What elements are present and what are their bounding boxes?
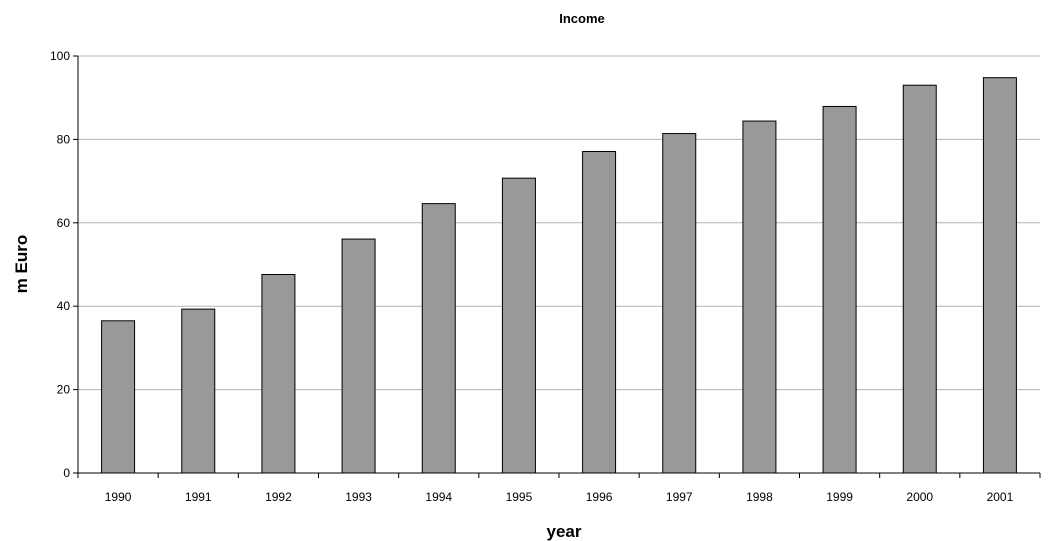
- bar-2001: [982, 77, 1017, 474]
- y-axis-label: m Euro: [12, 235, 31, 294]
- x-tick-label: 1998: [746, 490, 773, 504]
- bar-2000: [902, 84, 937, 474]
- y-tick-label: 0: [63, 466, 70, 480]
- bar-1991: [181, 308, 216, 474]
- bar-1997: [662, 133, 697, 474]
- bar-1992: [261, 274, 296, 474]
- x-tick-label: 1992: [265, 490, 292, 504]
- bar-1993: [341, 238, 376, 474]
- x-tick-label: 1994: [425, 490, 452, 504]
- y-tick-labels: 0 20 40 60 80 100: [50, 49, 70, 480]
- bar-1994: [421, 203, 456, 474]
- gridlines: [78, 55, 1040, 391]
- y-tick-label: 20: [57, 383, 71, 397]
- x-tick-label: 1996: [586, 490, 613, 504]
- axes: [73, 55, 1041, 478]
- x-tick-label: 1990: [105, 490, 132, 504]
- bars: [101, 77, 1017, 474]
- bar-1995: [501, 177, 536, 474]
- x-tick-label: 1995: [506, 490, 533, 504]
- y-tick-label: 60: [57, 216, 71, 230]
- x-tick-label: 2001: [987, 490, 1014, 504]
- bar-1999: [822, 105, 857, 474]
- x-tick-label: 1993: [345, 490, 372, 504]
- x-tick-label: 2000: [906, 490, 933, 504]
- x-tick-label: 1991: [185, 490, 212, 504]
- bar-1998: [742, 120, 777, 474]
- x-tick-labels: 1990 1991 1992 1993 1994 1995 1996 1997 1998 1999…: [105, 490, 1014, 504]
- x-tick-label: 1997: [666, 490, 693, 504]
- chart-title: Income: [559, 11, 605, 26]
- y-tick-label: 80: [57, 132, 71, 146]
- y-tick-label: 40: [57, 299, 71, 313]
- x-tick-label: 1999: [826, 490, 853, 504]
- x-axis-label: year: [547, 522, 582, 541]
- bar-1996: [582, 150, 617, 474]
- y-tick-label: 100: [50, 49, 70, 63]
- bar-1990: [101, 320, 136, 474]
